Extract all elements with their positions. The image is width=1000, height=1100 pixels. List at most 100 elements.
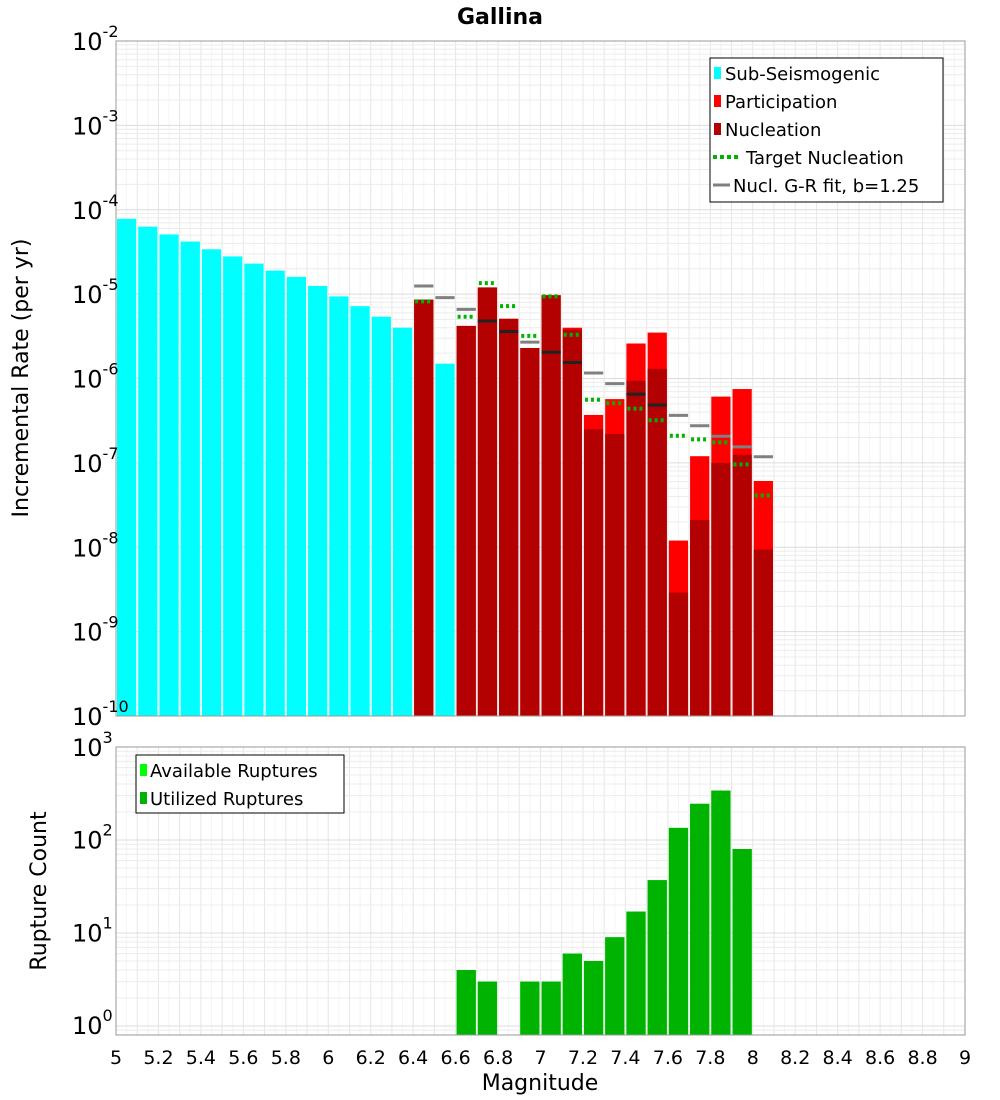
y-tick-exponent: -7 (103, 444, 119, 463)
utilized-ruptures-bar (562, 953, 582, 1035)
x-tick-label: 7.6 (653, 1047, 683, 1069)
legend-label-participation: Participation (725, 92, 837, 113)
y-tick-base: 10 (72, 919, 103, 947)
utilized-ruptures-bar (605, 937, 625, 1035)
y-tick-label: 10-6 (72, 360, 119, 394)
y-tick-exponent: -9 (103, 613, 119, 632)
legend-label-sub-seismogenic: Sub-Seismogenic (725, 64, 880, 85)
y-tick-base: 10 (72, 827, 103, 855)
x-tick-labels: 5 5.2 5.4 5.6 5.8 6 6.2 6.4 6.6 6.8 7 7.2 7.4 7.6 7.8 8… (110, 1047, 971, 1069)
nucleation-bar (732, 454, 752, 716)
y-tick-label: 10-5 (72, 275, 119, 309)
y-tick-base: 10 (72, 366, 103, 394)
y-tick-base: 10 (72, 734, 103, 762)
x-axis-title: Magnitude (482, 1071, 599, 1096)
y-tick-base: 10 (72, 1012, 103, 1040)
utilized-ruptures-bar (583, 960, 604, 1035)
y-tick-label: 100 (72, 1006, 113, 1040)
sub-seismogenic-bar (244, 263, 264, 716)
y-tick-base: 10 (72, 197, 103, 225)
x-tick-label: 8.4 (823, 1047, 853, 1069)
y-tick-label: 10-9 (72, 613, 119, 647)
x-tick-label: 7 (534, 1047, 546, 1069)
x-tick-label: 8.8 (907, 1047, 937, 1069)
legend-swatch-sub-seismogenic (714, 67, 721, 79)
utilized-ruptures-bar (626, 911, 646, 1035)
nucleation-bar (668, 592, 689, 716)
utilized-ruptures-bar (541, 981, 561, 1035)
x-tick-label: 8.2 (780, 1047, 810, 1069)
y-tick-exponent: 0 (103, 1006, 113, 1025)
bottom-legend-box (135, 754, 345, 814)
legend-label-gr-fit: Nucl. G-R fit, b=1.25 (733, 176, 919, 197)
nucleation-bar (626, 380, 646, 716)
y-tick-label: 10-8 (72, 528, 119, 562)
nucleation-bar (605, 433, 625, 716)
sub-seismogenic-bar (286, 276, 307, 716)
nucleation-bar (562, 329, 582, 716)
y-tick-exponent: -3 (103, 106, 119, 125)
nucleation-bar (541, 295, 561, 716)
utilized-ruptures-bar (711, 790, 731, 1035)
y-tick-label: 10-4 (72, 191, 119, 225)
bottom-bars (456, 790, 752, 1035)
y-tick-exponent: -5 (103, 275, 119, 294)
sub-seismogenic-bar (435, 363, 455, 716)
y-tick-base: 10 (72, 703, 103, 731)
y-tick-label: 102 (72, 821, 113, 855)
sub-seismogenic-bar (223, 256, 243, 716)
x-tick-label: 7.4 (610, 1047, 640, 1069)
nucleation-bar (583, 429, 604, 716)
legend-label-nucleation: Nucleation (725, 120, 821, 141)
y-tick-base: 10 (72, 619, 103, 647)
sub-seismogenic-bar (265, 270, 285, 716)
sub-seismogenic-bar (138, 226, 158, 716)
y-tick-label: 101 (72, 913, 113, 947)
x-tick-label: 7.2 (568, 1047, 598, 1069)
x-tick-label: 5 (110, 1047, 122, 1069)
bottom-legend: Available Ruptures Utilized Ruptures (135, 754, 345, 814)
y-tick-base: 10 (72, 112, 103, 140)
y-tick-base: 10 (72, 534, 103, 562)
y-tick-exponent: -2 (103, 22, 119, 41)
x-tick-label: 6 (322, 1047, 334, 1069)
y-tick-exponent: 1 (103, 913, 113, 932)
nucleation-bar (499, 318, 519, 716)
bottom-plot-frame (115, 746, 966, 1036)
y-tick-label: 10-7 (72, 444, 119, 478)
nucleation-bar (647, 368, 667, 716)
y-tick-exponent: -8 (103, 528, 119, 547)
utilized-ruptures-bar (647, 880, 667, 1035)
nucleation-bar (711, 462, 731, 716)
nucleation-bar (456, 325, 476, 716)
sub-seismogenic-bar (117, 218, 137, 716)
nucleation-bar (414, 299, 434, 716)
y-tick-exponent: 2 (103, 821, 113, 840)
x-tick-label: 5.8 (271, 1047, 301, 1069)
utilized-ruptures-bar (732, 849, 752, 1035)
y-tick-label: 103 (72, 728, 113, 762)
x-tick-label: 6.2 (356, 1047, 386, 1069)
utilized-ruptures-bar (668, 827, 689, 1035)
y-tick-label: 10-10 (72, 697, 129, 731)
legend-swatch-nucleation (714, 123, 721, 135)
legend-label-utilized-ruptures: Utilized Ruptures (150, 789, 303, 810)
top-bars (117, 218, 773, 717)
legend-swatch-utilized-ruptures (140, 792, 147, 804)
utilized-ruptures-bar (477, 981, 498, 1035)
x-tick-label: 5.4 (186, 1047, 216, 1069)
y-tick-base: 10 (72, 28, 103, 56)
utilized-ruptures-bar (520, 981, 540, 1035)
y-tick-label: 10-3 (72, 106, 119, 140)
x-tick-label: 5.6 (228, 1047, 258, 1069)
bottom-y-axis-title: Rupture Count (27, 811, 52, 971)
y-tick-exponent: -6 (103, 360, 119, 379)
y-tick-base: 10 (72, 281, 103, 309)
y-tick-label: 10-2 (72, 22, 119, 56)
x-tick-label: 6.6 (440, 1047, 470, 1069)
sub-seismogenic-bar (201, 249, 222, 716)
chart-title: Gallina (457, 5, 543, 30)
